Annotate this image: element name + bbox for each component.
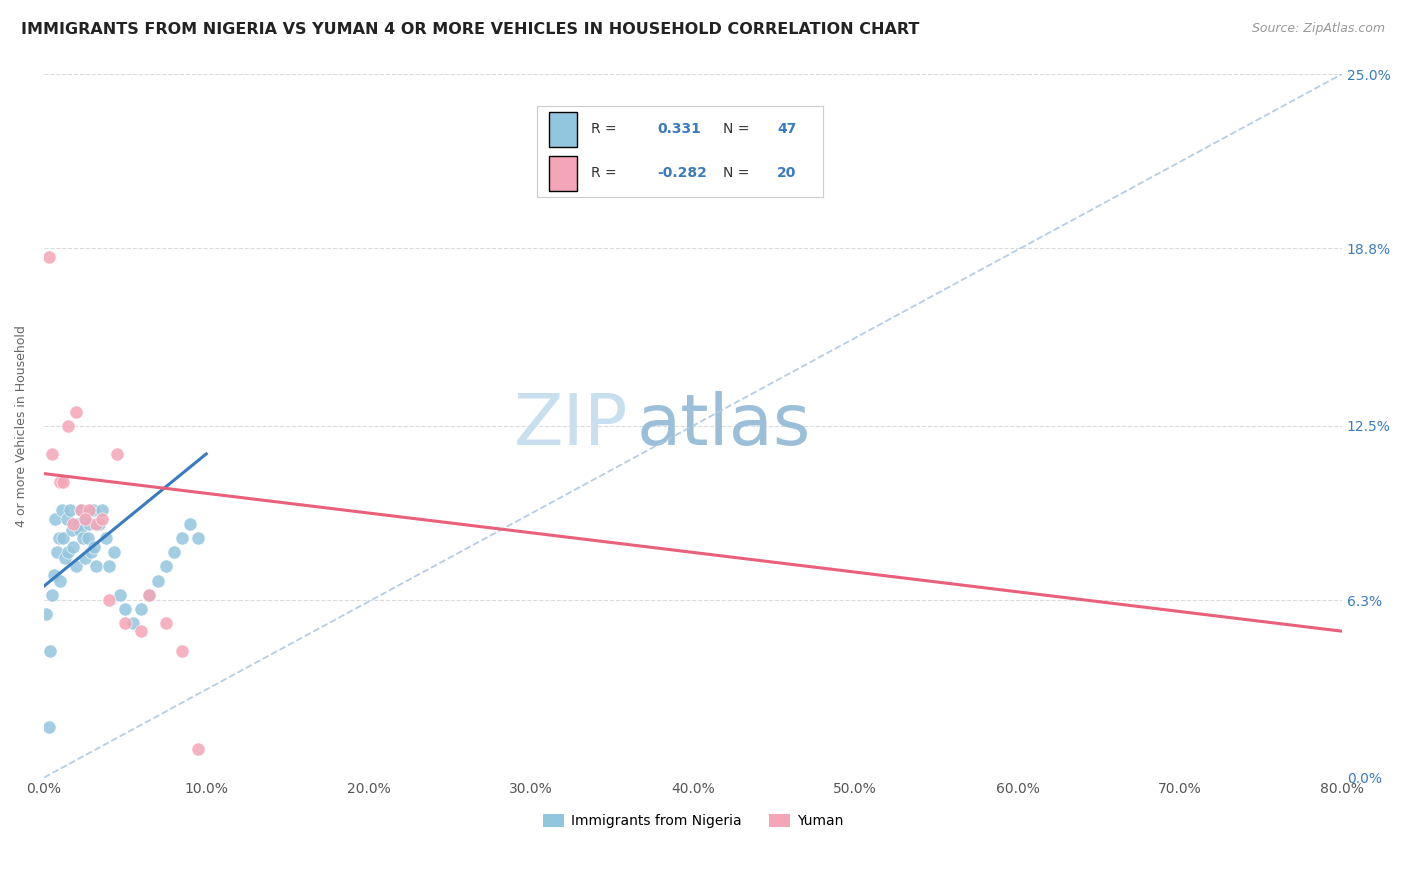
Point (65, 405, 87, 419)
Point (42, 568, 65, 582)
Point (163, 545, 186, 559)
Point (79, 517, 101, 532)
Text: Source: ZipAtlas.com: Source: ZipAtlas.com (1251, 22, 1385, 36)
Point (59, 503, 82, 517)
Point (84, 517, 107, 532)
Point (53, 551, 76, 566)
Point (58, 418, 80, 433)
Point (69, 523, 91, 537)
Point (46, 545, 69, 559)
Point (52, 475, 75, 489)
Point (48, 532, 70, 546)
Point (62, 517, 84, 532)
Point (52, 532, 75, 546)
Point (55, 511, 77, 525)
Point (155, 615, 177, 630)
Point (82, 503, 104, 517)
Text: ZIP: ZIP (513, 392, 628, 460)
Point (41, 447, 63, 461)
Point (70, 503, 93, 517)
Point (83, 540, 105, 554)
Point (51, 503, 73, 517)
Point (80, 545, 103, 559)
Point (62, 540, 84, 554)
Point (63, 517, 86, 532)
Point (70, 503, 93, 517)
Point (131, 624, 153, 639)
Point (44, 511, 66, 525)
Point (187, 532, 209, 546)
Point (60, 523, 83, 537)
Y-axis label: 4 or more Vehicles in Household: 4 or more Vehicles in Household (15, 325, 28, 526)
Point (65, 559, 87, 574)
Point (97, 559, 120, 574)
Text: IMMIGRANTS FROM NIGERIA VS YUMAN 4 OR MORE VEHICLES IN HOUSEHOLD CORRELATION CHA: IMMIGRANTS FROM NIGERIA VS YUMAN 4 OR MO… (21, 22, 920, 37)
Point (73, 511, 96, 525)
Text: atlas: atlas (636, 392, 811, 460)
Point (138, 588, 160, 602)
Point (105, 447, 128, 461)
Point (38, 250, 60, 264)
Point (187, 742, 209, 756)
Point (67, 517, 90, 532)
Point (58, 545, 80, 559)
Point (73, 551, 96, 566)
Point (76, 532, 98, 546)
Point (91, 503, 114, 517)
Point (114, 601, 136, 615)
Point (114, 615, 136, 630)
Point (72, 532, 94, 546)
Point (131, 601, 153, 615)
Point (89, 517, 111, 532)
Point (39, 644, 62, 658)
Point (103, 545, 125, 559)
Point (97, 593, 120, 607)
Point (146, 574, 169, 588)
Point (75, 511, 97, 525)
Point (79, 503, 101, 517)
Point (84, 559, 107, 574)
Point (38, 720, 60, 734)
Point (49, 475, 72, 489)
Point (122, 615, 145, 630)
Point (179, 517, 201, 532)
Point (110, 588, 132, 602)
Point (91, 511, 114, 525)
Point (170, 644, 193, 658)
Legend: Immigrants from Nigeria, Yuman: Immigrants from Nigeria, Yuman (537, 809, 849, 834)
Point (94, 532, 117, 546)
Point (41, 588, 63, 602)
Point (138, 588, 160, 602)
Point (35, 607, 58, 622)
Point (49, 574, 72, 588)
Point (170, 532, 193, 546)
Point (155, 559, 177, 574)
